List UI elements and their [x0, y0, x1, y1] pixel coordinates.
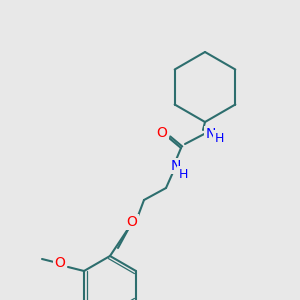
- Text: O: O: [157, 126, 167, 140]
- Text: O: O: [127, 215, 137, 229]
- Text: N: N: [171, 159, 181, 173]
- Text: N: N: [206, 127, 216, 141]
- Text: H: H: [178, 167, 188, 181]
- Text: O: O: [55, 256, 65, 270]
- Text: H: H: [214, 131, 224, 145]
